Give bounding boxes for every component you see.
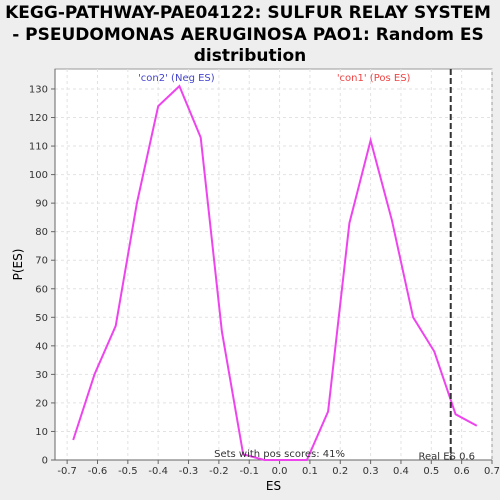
x-tick-label: -0.3 bbox=[179, 466, 199, 477]
y-tick-label: 80 bbox=[35, 227, 48, 238]
x-tick-label: -0.2 bbox=[209, 466, 229, 477]
plot-area bbox=[54, 68, 493, 461]
y-tick-label: 20 bbox=[35, 398, 48, 409]
x-tick-label: 0.6 bbox=[454, 466, 470, 477]
x-tick-label: 0.4 bbox=[393, 466, 409, 477]
real-es-label: Real ES 0.6 bbox=[418, 452, 474, 463]
y-tick-label: 110 bbox=[29, 142, 48, 153]
series-line bbox=[72, 84, 478, 461]
y-tick-label: 50 bbox=[35, 313, 48, 324]
y-tick-label: 90 bbox=[35, 199, 48, 210]
x-tick-label: 0.2 bbox=[332, 466, 348, 477]
sets-pos-scores-label: Sets with pos scores: 41% bbox=[214, 449, 345, 460]
series-group bbox=[72, 84, 478, 461]
y-tick-label: 10 bbox=[35, 427, 48, 438]
y-tick-label: 100 bbox=[29, 170, 48, 181]
x-axis-label: ES bbox=[266, 479, 281, 493]
chart-title-line-1: KEGG-PATHWAY-PAE04122: SULFUR RELAY SYST… bbox=[5, 3, 491, 23]
y-tick-label: 40 bbox=[35, 341, 48, 352]
y-tick-label: 60 bbox=[35, 284, 48, 295]
x-tick-label: -0.4 bbox=[148, 466, 168, 477]
x-tick-label: 0.5 bbox=[423, 466, 439, 477]
y-tick-label: 30 bbox=[35, 370, 48, 381]
x-axis: -0.7 -0.6 -0.5 -0.4 -0.3 -0.2 -0.1 0.0 0.1 0.2 0.3… bbox=[55, 459, 500, 477]
y-tick-label: 0 bbox=[42, 456, 48, 467]
chart-title-line-3: distribution bbox=[194, 46, 306, 66]
neg-es-label: 'con2' (Neg ES) bbox=[138, 73, 215, 84]
x-tick-label: 0.3 bbox=[363, 466, 379, 477]
x-tick-label: -0.1 bbox=[239, 466, 259, 477]
y-tick-label: 130 bbox=[29, 84, 48, 95]
chart-title-line-2: - PSEUDOMONAS AERUGINOSA PAO1: Random ES bbox=[12, 25, 484, 45]
x-tick-label: -0.6 bbox=[88, 466, 108, 477]
y-axis: 0 10 20 30 40 50 60 70 80 90 100 110 120 130 bbox=[29, 69, 56, 467]
x-tick-label: 0.7 bbox=[484, 466, 500, 477]
x-tick-label: 0.0 bbox=[272, 466, 288, 477]
y-axis-label: P(ES) bbox=[11, 249, 25, 281]
pos-es-label: 'con1' (Pos ES) bbox=[337, 73, 411, 84]
x-tick-label: -0.5 bbox=[118, 466, 138, 477]
x-tick-label: 0.1 bbox=[302, 466, 318, 477]
chart-title: KEGG-PATHWAY-PAE04122: SULFUR RELAY SYST… bbox=[5, 3, 491, 66]
y-tick-label: 120 bbox=[29, 113, 48, 124]
x-tick-label: -0.7 bbox=[57, 466, 77, 477]
y-tick-label: 70 bbox=[35, 256, 48, 267]
